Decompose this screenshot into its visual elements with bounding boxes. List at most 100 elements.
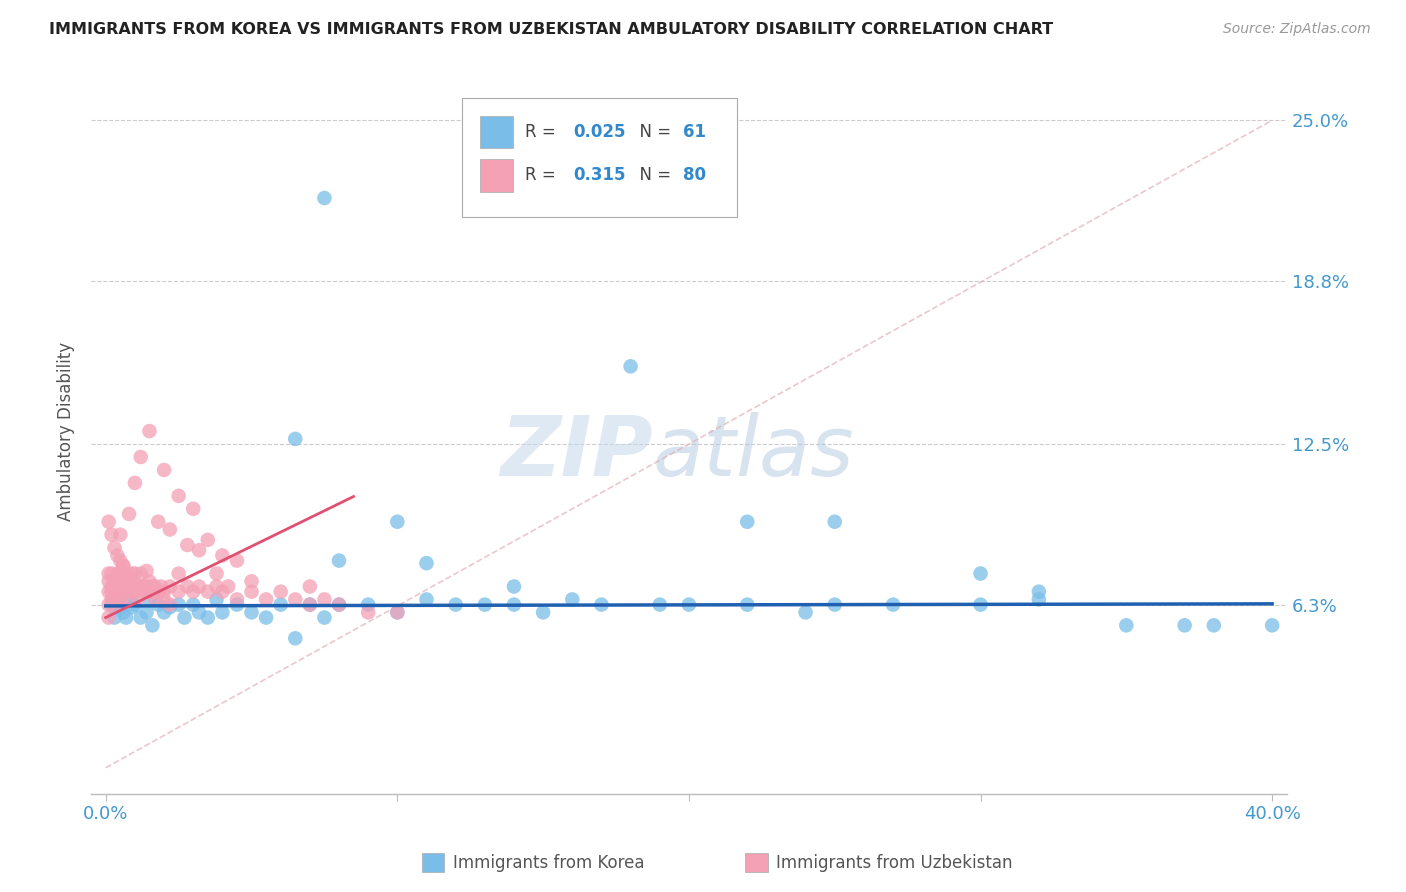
Point [240,584,263,599]
Point [138,424,160,438]
Point [103,541,125,555]
Point [105,549,128,563]
Point [97,574,120,589]
Point [132,579,155,593]
Point [105,592,128,607]
Point [112,606,135,620]
Point [143,579,166,593]
Point [503,598,526,612]
Point [115,566,138,581]
Point [153,463,176,477]
Point [217,579,239,593]
Point [115,566,138,581]
Point [226,598,249,612]
Point [97,566,120,581]
Point [415,592,437,607]
Point [415,556,437,570]
Point [112,574,135,589]
Point [115,610,138,624]
Point [298,598,321,612]
Text: ZIP: ZIP [501,412,652,493]
Point [138,584,160,599]
Point [969,598,991,612]
Point [211,549,233,563]
Point [824,515,846,529]
Point [124,566,146,581]
Text: N =: N = [628,166,676,184]
Point [97,598,120,612]
Point [138,592,160,607]
Text: 80: 80 [683,166,706,184]
Point [159,598,181,612]
Point [284,432,307,446]
Point [167,584,190,599]
Point [121,579,143,593]
Point [100,598,122,612]
Point [1261,618,1284,632]
Point [105,566,128,581]
Text: N =: N = [628,122,676,141]
Point [103,584,125,599]
Point [153,584,176,599]
Point [735,598,758,612]
Text: 0.025: 0.025 [574,122,626,141]
Point [314,191,336,205]
Point [112,584,135,599]
Point [176,538,198,552]
Point [148,584,170,599]
Point [387,515,409,529]
Point [112,558,135,573]
Point [328,553,350,567]
Point [97,584,120,599]
Point [197,584,219,599]
Point [115,579,138,593]
Point [129,610,152,624]
Point [205,579,228,593]
Point [226,553,249,567]
Point [132,584,155,599]
Y-axis label: Ambulatory Disability: Ambulatory Disability [58,342,75,521]
Point [620,359,643,374]
Point [143,592,166,607]
Point [153,606,176,620]
Point [173,610,195,624]
Point [124,598,146,612]
Point [735,515,758,529]
Point [100,566,122,581]
Point [824,598,846,612]
Point [110,553,132,567]
Point [474,598,496,612]
Point [105,584,128,599]
Point [127,592,149,607]
Point [103,574,125,589]
Text: R =: R = [524,122,561,141]
Text: Immigrants from Uzbekistan: Immigrants from Uzbekistan [776,854,1012,871]
Point [103,598,125,612]
Point [100,527,122,541]
Point [135,579,157,593]
Point [181,598,204,612]
Point [141,618,163,632]
Point [148,584,170,599]
Point [135,606,157,620]
Point [110,527,132,541]
Point [314,610,336,624]
Point [197,533,219,547]
Point [150,579,173,593]
Point [159,579,181,593]
Point [167,598,190,612]
Point [141,584,163,599]
Point [121,566,143,581]
Point [205,592,228,607]
Point [176,579,198,593]
Point [110,600,132,615]
Text: Source: ZipAtlas.com: Source: ZipAtlas.com [1223,22,1371,37]
Text: 61: 61 [683,122,706,141]
Point [118,507,141,521]
Point [357,606,380,620]
Point [387,606,409,620]
Point [121,579,143,593]
Point [103,592,125,607]
Point [1028,592,1050,607]
Point [240,606,263,620]
